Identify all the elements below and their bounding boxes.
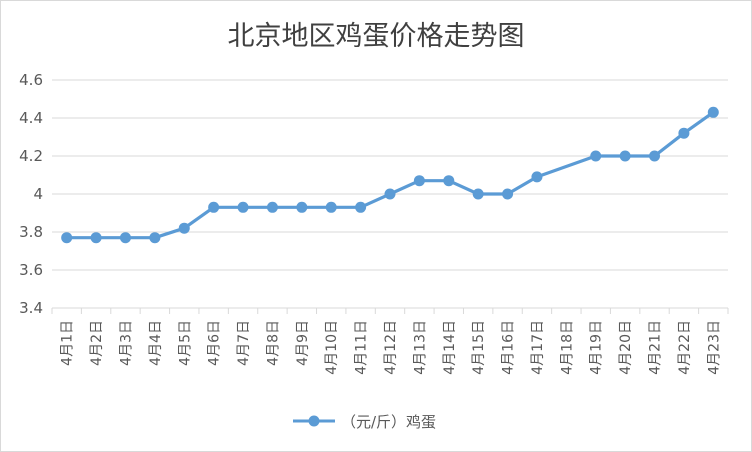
x-tick-label: 4月1日 bbox=[60, 320, 76, 366]
data-point bbox=[178, 222, 190, 234]
y-tick-label: 3.6 bbox=[19, 261, 43, 279]
data-point bbox=[355, 201, 367, 213]
x-tick-label: 4月21日 bbox=[648, 320, 664, 375]
x-tick-label: 4月11日 bbox=[354, 320, 370, 375]
data-point bbox=[413, 175, 425, 187]
data-point bbox=[590, 150, 602, 162]
x-tick-label: 4月2日 bbox=[89, 320, 105, 366]
x-tick-label: 4月20日 bbox=[618, 320, 634, 375]
x-tick-label: 4月8日 bbox=[265, 320, 281, 366]
data-point bbox=[649, 150, 661, 162]
y-tick-label: 4 bbox=[33, 185, 43, 203]
x-tick-label: 4月10日 bbox=[324, 320, 340, 375]
x-tick-label: 4月22日 bbox=[677, 320, 693, 375]
chart-title: 北京地区鸡蛋价格走势图 bbox=[228, 21, 525, 52]
x-tick-label: 4月16日 bbox=[501, 320, 517, 375]
data-point bbox=[61, 232, 73, 244]
data-point bbox=[707, 106, 719, 118]
data-point bbox=[296, 201, 308, 213]
y-tick-label: 4.2 bbox=[19, 147, 43, 165]
data-point bbox=[325, 201, 337, 213]
x-tick-label: 4月5日 bbox=[177, 320, 193, 366]
x-tick-label: 4月3日 bbox=[118, 320, 134, 366]
data-point bbox=[384, 188, 396, 200]
x-tick-label: 4月9日 bbox=[295, 320, 311, 366]
data-point bbox=[472, 188, 484, 200]
x-tick-label: 4月23日 bbox=[706, 320, 722, 375]
legend-marker-swatch bbox=[308, 415, 320, 427]
x-tick-label: 4月12日 bbox=[383, 320, 399, 375]
data-point bbox=[149, 232, 161, 244]
data-point bbox=[119, 232, 131, 244]
legend-label: （元/斤）鸡蛋 bbox=[341, 413, 436, 431]
x-tick-label: 4月7日 bbox=[236, 320, 252, 366]
gridlines bbox=[52, 79, 728, 309]
data-point bbox=[619, 150, 631, 162]
y-tick-label: 4.4 bbox=[19, 109, 43, 127]
data-point bbox=[237, 201, 249, 213]
x-tick-label: 4月4日 bbox=[148, 320, 164, 366]
legend: （元/斤）鸡蛋 bbox=[293, 413, 436, 431]
x-axis-ticks: 4月1日 4月2日 4月3日 4月4日 4月5日 4月6日 4月7日 4月8日 4月9日 4月10… bbox=[51, 308, 729, 375]
data-point bbox=[443, 175, 455, 187]
x-tick-label: 4月19日 bbox=[589, 320, 605, 375]
x-tick-label: 4月13日 bbox=[412, 320, 428, 375]
x-tick-label: 4月17日 bbox=[530, 320, 546, 375]
x-tick-label: 4月18日 bbox=[559, 320, 575, 375]
data-point bbox=[208, 201, 220, 213]
x-tick-label: 4月14日 bbox=[442, 320, 458, 375]
data-point bbox=[531, 171, 543, 183]
series-line bbox=[65, 110, 715, 240]
y-axis-ticks: 3.4 3.6 3.8 4 4.2 4.4 4.6 bbox=[19, 71, 43, 317]
series-line-layer bbox=[61, 106, 719, 244]
data-point bbox=[266, 201, 278, 213]
y-tick-label: 3.4 bbox=[19, 299, 43, 317]
data-point bbox=[678, 127, 690, 139]
data-point bbox=[502, 188, 514, 200]
y-tick-label: 4.6 bbox=[19, 71, 43, 89]
data-point bbox=[90, 232, 102, 244]
x-tick-label: 4月15日 bbox=[471, 320, 487, 375]
y-tick-label: 3.8 bbox=[19, 223, 43, 241]
x-tick-label: 4月6日 bbox=[207, 320, 223, 366]
